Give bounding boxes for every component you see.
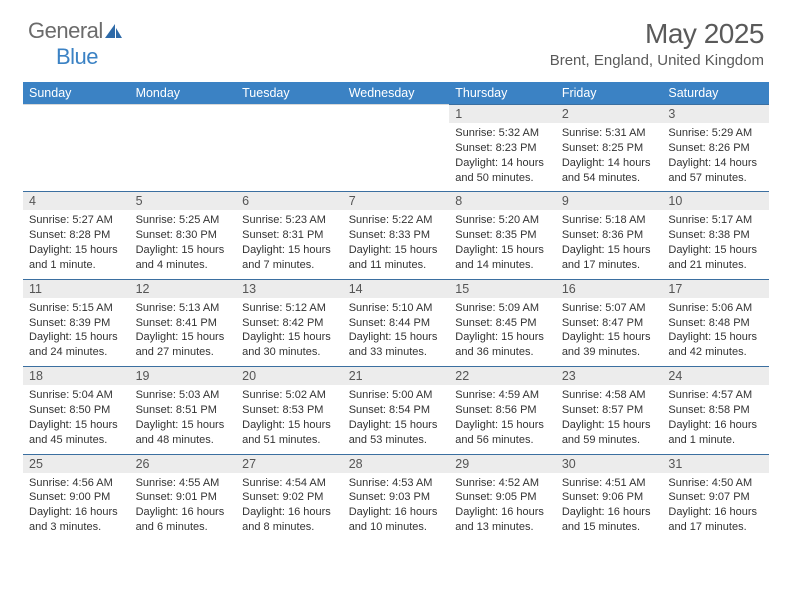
col-wednesday: Wednesday bbox=[343, 82, 450, 105]
logo: GeneralBlue bbox=[28, 18, 123, 70]
logo-sail-icon bbox=[103, 18, 123, 43]
daynum-row: 45678910 bbox=[23, 192, 769, 211]
day-content-cell: Sunrise: 5:04 AMSunset: 8:50 PMDaylight:… bbox=[23, 385, 130, 454]
day-content-cell: Sunrise: 5:06 AMSunset: 8:48 PMDaylight:… bbox=[662, 298, 769, 367]
day-number-cell: 31 bbox=[662, 454, 769, 473]
day-number-cell: 18 bbox=[23, 367, 130, 386]
day-number-cell: 4 bbox=[23, 192, 130, 211]
day-content-cell: Sunrise: 4:50 AMSunset: 9:07 PMDaylight:… bbox=[662, 473, 769, 541]
daynum-row: 25262728293031 bbox=[23, 454, 769, 473]
day-number-cell: 25 bbox=[23, 454, 130, 473]
day-content-cell: Sunrise: 4:51 AMSunset: 9:06 PMDaylight:… bbox=[556, 473, 663, 541]
day-content-cell: Sunrise: 5:02 AMSunset: 8:53 PMDaylight:… bbox=[236, 385, 343, 454]
day-number-cell: 27 bbox=[236, 454, 343, 473]
day-content-cell: Sunrise: 5:29 AMSunset: 8:26 PMDaylight:… bbox=[662, 123, 769, 192]
day-content-cell: Sunrise: 4:58 AMSunset: 8:57 PMDaylight:… bbox=[556, 385, 663, 454]
day-number-cell: 7 bbox=[343, 192, 450, 211]
day-content-cell: Sunrise: 5:07 AMSunset: 8:47 PMDaylight:… bbox=[556, 298, 663, 367]
day-content-cell bbox=[236, 123, 343, 192]
day-content-cell: Sunrise: 5:03 AMSunset: 8:51 PMDaylight:… bbox=[130, 385, 237, 454]
daynum-row: 18192021222324 bbox=[23, 367, 769, 386]
content-row: Sunrise: 4:56 AMSunset: 9:00 PMDaylight:… bbox=[23, 473, 769, 541]
day-number-cell: 21 bbox=[343, 367, 450, 386]
day-number-cell: 13 bbox=[236, 279, 343, 298]
day-content-cell: Sunrise: 5:22 AMSunset: 8:33 PMDaylight:… bbox=[343, 210, 450, 279]
day-number-cell: 15 bbox=[449, 279, 556, 298]
calendar-table: Sunday Monday Tuesday Wednesday Thursday… bbox=[23, 82, 769, 541]
day-number-cell bbox=[23, 105, 130, 124]
day-number-cell bbox=[236, 105, 343, 124]
logo-text: GeneralBlue bbox=[28, 18, 123, 70]
day-number-cell: 6 bbox=[236, 192, 343, 211]
day-number-cell: 22 bbox=[449, 367, 556, 386]
day-content-cell: Sunrise: 4:52 AMSunset: 9:05 PMDaylight:… bbox=[449, 473, 556, 541]
day-content-cell: Sunrise: 5:12 AMSunset: 8:42 PMDaylight:… bbox=[236, 298, 343, 367]
day-number-cell: 9 bbox=[556, 192, 663, 211]
col-saturday: Saturday bbox=[662, 82, 769, 105]
day-content-cell: Sunrise: 4:55 AMSunset: 9:01 PMDaylight:… bbox=[130, 473, 237, 541]
day-number-cell: 12 bbox=[130, 279, 237, 298]
day-number-cell: 3 bbox=[662, 105, 769, 124]
day-content-cell: Sunrise: 5:00 AMSunset: 8:54 PMDaylight:… bbox=[343, 385, 450, 454]
day-content-cell: Sunrise: 5:20 AMSunset: 8:35 PMDaylight:… bbox=[449, 210, 556, 279]
day-number-cell: 8 bbox=[449, 192, 556, 211]
logo-part2: Blue bbox=[56, 44, 98, 69]
day-number-cell: 10 bbox=[662, 192, 769, 211]
daynum-row: 123 bbox=[23, 105, 769, 124]
day-header-row: Sunday Monday Tuesday Wednesday Thursday… bbox=[23, 82, 769, 105]
day-content-cell: Sunrise: 5:13 AMSunset: 8:41 PMDaylight:… bbox=[130, 298, 237, 367]
day-content-cell bbox=[343, 123, 450, 192]
day-content-cell: Sunrise: 5:25 AMSunset: 8:30 PMDaylight:… bbox=[130, 210, 237, 279]
day-number-cell: 19 bbox=[130, 367, 237, 386]
content-row: Sunrise: 5:32 AMSunset: 8:23 PMDaylight:… bbox=[23, 123, 769, 192]
day-content-cell: Sunrise: 5:31 AMSunset: 8:25 PMDaylight:… bbox=[556, 123, 663, 192]
day-number-cell: 24 bbox=[662, 367, 769, 386]
day-number-cell: 5 bbox=[130, 192, 237, 211]
day-content-cell: Sunrise: 5:32 AMSunset: 8:23 PMDaylight:… bbox=[449, 123, 556, 192]
col-tuesday: Tuesday bbox=[236, 82, 343, 105]
day-number-cell: 17 bbox=[662, 279, 769, 298]
day-number-cell: 11 bbox=[23, 279, 130, 298]
day-number-cell: 16 bbox=[556, 279, 663, 298]
col-monday: Monday bbox=[130, 82, 237, 105]
content-row: Sunrise: 5:04 AMSunset: 8:50 PMDaylight:… bbox=[23, 385, 769, 454]
day-number-cell: 26 bbox=[130, 454, 237, 473]
day-content-cell bbox=[130, 123, 237, 192]
col-thursday: Thursday bbox=[449, 82, 556, 105]
title-block: May 2025 Brent, England, United Kingdom bbox=[550, 18, 764, 69]
day-content-cell: Sunrise: 5:18 AMSunset: 8:36 PMDaylight:… bbox=[556, 210, 663, 279]
day-number-cell: 29 bbox=[449, 454, 556, 473]
day-content-cell: Sunrise: 5:09 AMSunset: 8:45 PMDaylight:… bbox=[449, 298, 556, 367]
day-content-cell: Sunrise: 4:53 AMSunset: 9:03 PMDaylight:… bbox=[343, 473, 450, 541]
content-row: Sunrise: 5:27 AMSunset: 8:28 PMDaylight:… bbox=[23, 210, 769, 279]
day-number-cell: 1 bbox=[449, 105, 556, 124]
daynum-row: 11121314151617 bbox=[23, 279, 769, 298]
day-content-cell: Sunrise: 4:59 AMSunset: 8:56 PMDaylight:… bbox=[449, 385, 556, 454]
day-content-cell: Sunrise: 4:56 AMSunset: 9:00 PMDaylight:… bbox=[23, 473, 130, 541]
day-content-cell: Sunrise: 4:57 AMSunset: 8:58 PMDaylight:… bbox=[662, 385, 769, 454]
day-content-cell: Sunrise: 5:23 AMSunset: 8:31 PMDaylight:… bbox=[236, 210, 343, 279]
day-number-cell: 30 bbox=[556, 454, 663, 473]
col-friday: Friday bbox=[556, 82, 663, 105]
day-content-cell: Sunrise: 5:27 AMSunset: 8:28 PMDaylight:… bbox=[23, 210, 130, 279]
logo-part1: General bbox=[28, 18, 103, 43]
day-number-cell: 23 bbox=[556, 367, 663, 386]
content-row: Sunrise: 5:15 AMSunset: 8:39 PMDaylight:… bbox=[23, 298, 769, 367]
day-number-cell: 14 bbox=[343, 279, 450, 298]
day-content-cell bbox=[23, 123, 130, 192]
day-number-cell: 2 bbox=[556, 105, 663, 124]
location-label: Brent, England, United Kingdom bbox=[550, 52, 764, 69]
page-title: May 2025 bbox=[550, 18, 764, 50]
day-content-cell: Sunrise: 5:17 AMSunset: 8:38 PMDaylight:… bbox=[662, 210, 769, 279]
day-number-cell: 20 bbox=[236, 367, 343, 386]
day-content-cell: Sunrise: 4:54 AMSunset: 9:02 PMDaylight:… bbox=[236, 473, 343, 541]
day-number-cell bbox=[343, 105, 450, 124]
header: GeneralBlue May 2025 Brent, England, Uni… bbox=[0, 0, 792, 78]
col-sunday: Sunday bbox=[23, 82, 130, 105]
day-number-cell bbox=[130, 105, 237, 124]
day-number-cell: 28 bbox=[343, 454, 450, 473]
day-content-cell: Sunrise: 5:10 AMSunset: 8:44 PMDaylight:… bbox=[343, 298, 450, 367]
day-content-cell: Sunrise: 5:15 AMSunset: 8:39 PMDaylight:… bbox=[23, 298, 130, 367]
